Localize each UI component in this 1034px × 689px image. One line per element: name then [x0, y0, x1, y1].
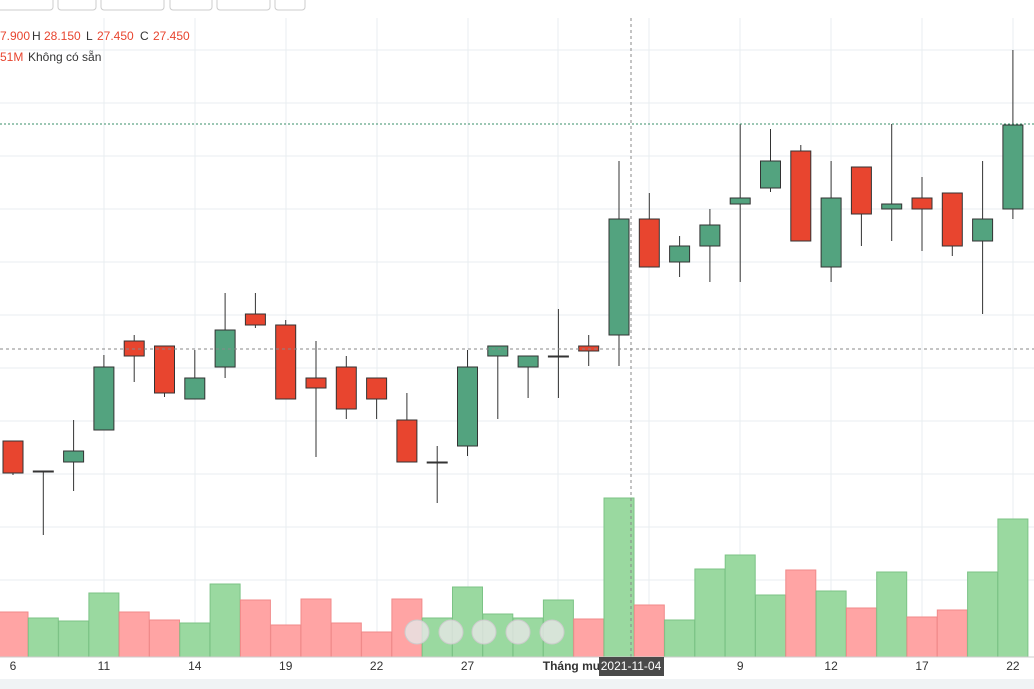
toolbar-button[interactable]: [0, 0, 54, 11]
candle-body: [850, 166, 872, 215]
volume-bar: [0, 611, 29, 658]
volume-bar: [785, 569, 817, 658]
candle-body: [275, 324, 297, 400]
volume-bar: [573, 618, 605, 658]
candle-body: [335, 366, 357, 410]
candle-body: [1002, 124, 1024, 210]
volume-bar: [179, 622, 211, 658]
scroll-left-button[interactable]: [404, 619, 430, 645]
volume-bar: [876, 571, 908, 658]
x-tick-label: 12: [824, 659, 838, 673]
ohlc-legend: 7.900 H 28.150 L 27.450 C 27.450 51M Khô…: [0, 29, 190, 64]
toolbar-button[interactable]: [216, 0, 271, 11]
candle-body: [366, 377, 388, 400]
volume-bar: [724, 554, 756, 658]
candle-body: [941, 192, 963, 247]
candle-body: [487, 345, 509, 357]
scroll-buttons: [404, 619, 565, 645]
candle-body: [396, 419, 418, 463]
zoom-out-button[interactable]: [438, 619, 464, 645]
status-bar: [0, 679, 1034, 689]
reset-button[interactable]: [471, 619, 497, 645]
volume-bar: [936, 609, 968, 658]
volume-bar: [845, 607, 877, 658]
crosshair-label-box: [599, 657, 664, 676]
candle-body: [972, 218, 994, 242]
candle-body: [93, 366, 115, 431]
candle-body: [669, 245, 691, 263]
volume-bar: [239, 599, 271, 658]
legend-low: 27.450: [97, 29, 134, 43]
volume-bar: [755, 594, 786, 658]
toolbar-button[interactable]: [100, 0, 165, 11]
volume-bar: [118, 611, 150, 658]
toolbar: [0, 0, 306, 11]
candle-body: [426, 461, 448, 464]
volume-bar: [664, 619, 696, 658]
x-tick-label: 6: [10, 659, 17, 673]
x-tick-label: 22: [1006, 659, 1020, 673]
candle-body: [881, 203, 903, 210]
volume-bar: [967, 571, 999, 658]
candle-body: [790, 150, 812, 242]
toolbar-button[interactable]: [169, 0, 213, 11]
volume-bar: [361, 631, 393, 658]
legend-high: 28.150: [44, 29, 81, 43]
scroll-right-button[interactable]: [539, 619, 565, 645]
x-tick-label: 19: [279, 659, 293, 673]
legend-low-label: L: [86, 29, 93, 43]
legend-high-label: H: [32, 29, 41, 43]
legend-close-label: C: [140, 29, 149, 43]
volume-bar: [149, 619, 180, 658]
volume-bar: [330, 622, 362, 658]
candle-body: [244, 313, 266, 326]
volume-bar: [633, 604, 665, 658]
candle-body: [699, 224, 721, 247]
toolbar-button[interactable]: [274, 0, 306, 11]
x-tick-label: 14: [188, 659, 202, 673]
volume-bar: [209, 583, 241, 658]
volume-bar: [997, 518, 1029, 658]
candle-body: [2, 440, 24, 474]
grid: [0, 18, 1034, 657]
volume-bar: [603, 497, 635, 658]
volume-bar: [694, 568, 726, 658]
volume-bar: [58, 620, 90, 658]
crosshair-label: 2021-11-04: [601, 659, 662, 673]
candle-body: [32, 470, 54, 473]
legend-close: 27.450: [153, 29, 190, 43]
x-tick-label: 22: [370, 659, 384, 673]
legend-open: 7.900: [0, 29, 30, 43]
candle-body: [760, 160, 781, 189]
candle-body: [547, 355, 569, 358]
x-tick-label: 11: [98, 659, 111, 673]
volume-bar: [300, 598, 332, 658]
legend-volume: 51M: [0, 50, 23, 64]
candle-body: [517, 355, 539, 368]
candle-body: [305, 377, 327, 389]
candle-body: [154, 345, 175, 394]
candle-body: [638, 218, 660, 268]
volume-bar: [906, 616, 938, 658]
volume-bar: [815, 590, 847, 658]
volume-bar: [27, 617, 59, 658]
volume-bar: [270, 624, 302, 658]
candle-body: [184, 377, 206, 400]
candle-body: [63, 450, 85, 463]
toolbar-button[interactable]: [57, 0, 97, 11]
legend-volume-note: Không có sẵn: [28, 49, 101, 64]
volume-bar: [88, 592, 120, 658]
x-tick-label: 27: [461, 659, 475, 673]
x-tick-label: 9: [737, 659, 744, 673]
plot-area: 6 11 14 19 22 27 Tháng mười mộ 9 12 17 22: [0, 50, 1029, 673]
candle-body: [911, 197, 933, 210]
x-tick-label: 17: [915, 659, 929, 673]
candle-body: [608, 218, 630, 336]
candle-body: [457, 366, 478, 447]
candle-body: [729, 197, 751, 205]
zoom-in-button[interactable]: [505, 619, 531, 645]
candle-body: [820, 197, 842, 268]
